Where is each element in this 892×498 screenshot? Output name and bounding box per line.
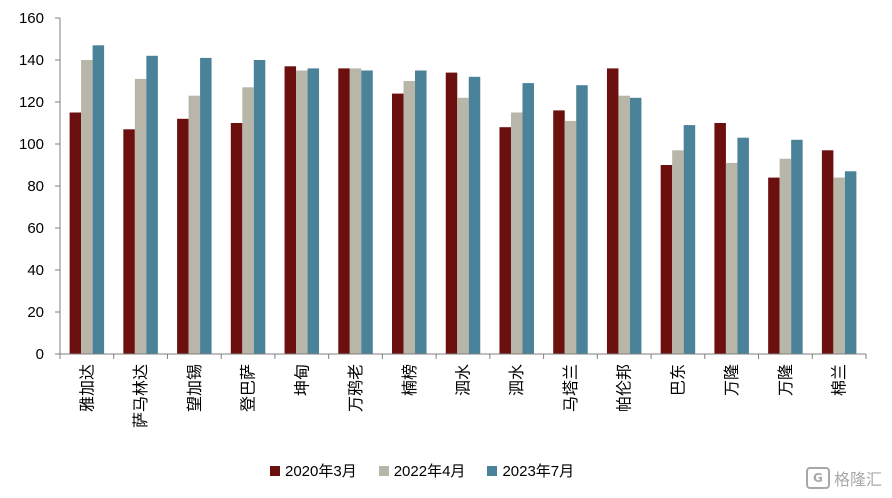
bars <box>69 45 857 355</box>
bar-2 <box>188 95 201 354</box>
bar-1 <box>499 127 511 354</box>
bar-3 <box>200 57 212 355</box>
bar-1 <box>768 177 780 354</box>
legend-item: 2023年7月 <box>487 460 574 481</box>
bar-1 <box>338 68 350 355</box>
y-tick-label: 80 <box>27 178 44 195</box>
bar-1 <box>123 129 135 354</box>
bar-1 <box>821 150 834 354</box>
bar-2 <box>349 68 362 355</box>
bar-3 <box>844 171 857 354</box>
watermark-logo-icon: G <box>805 467 830 489</box>
bar-3 <box>629 97 642 355</box>
bar-2 <box>618 95 630 354</box>
x-category-label: 泗水 <box>507 364 526 396</box>
bar-1 <box>606 68 619 355</box>
x-category-label: 万隆 <box>776 364 795 396</box>
bar-3 <box>92 45 105 355</box>
bar-1 <box>553 110 565 355</box>
bar-2 <box>833 177 845 354</box>
bar-1 <box>392 93 404 354</box>
y-tick-label: 20 <box>27 304 44 321</box>
bar-1 <box>69 112 82 354</box>
legend-label: 2023年7月 <box>502 463 575 480</box>
bar-2 <box>779 158 792 354</box>
x-category-label: 马塔兰 <box>561 364 580 412</box>
legend-item: 2022年4月 <box>378 460 466 481</box>
bar-2 <box>725 162 738 354</box>
bar-2 <box>510 112 523 354</box>
y-tick-label: 160 <box>19 10 44 27</box>
bar-3 <box>415 70 427 354</box>
bar-3 <box>146 55 158 355</box>
bar-3 <box>791 139 803 354</box>
x-category-label: 泗水 <box>454 364 473 396</box>
bar-1 <box>714 123 726 354</box>
y-tick-label: 100 <box>19 136 44 153</box>
x-axis: 雅加达 萨马林达 望加锡 登巴萨 坤甸 万鸦老 楠榜 泗水 泗水 马塔兰 帕伦邦 巴东 万隆 万隆 棉兰 <box>59 353 867 428</box>
x-category-label: 登巴萨 <box>239 364 258 412</box>
bar-3 <box>468 76 481 355</box>
bar-1 <box>230 123 243 354</box>
bar-2 <box>403 81 416 354</box>
bar-3 <box>683 125 696 354</box>
y-tick-label: 40 <box>27 262 44 279</box>
legend-swatch <box>487 465 498 476</box>
bar-2 <box>564 120 577 355</box>
x-category-label: 楠榜 <box>400 364 419 396</box>
bar-3 <box>737 137 749 354</box>
legend-item: 2020年3月 <box>270 460 357 481</box>
bar-1 <box>660 165 673 354</box>
watermark-text: 格隆汇 <box>833 470 882 489</box>
x-category-label: 雅加达 <box>77 364 96 412</box>
bar-2 <box>457 97 469 355</box>
legend-label: 2020年3月 <box>285 463 357 480</box>
bar-2 <box>672 150 684 354</box>
bar-1 <box>177 118 189 354</box>
bar-3 <box>307 68 320 355</box>
legend-swatch <box>378 465 389 476</box>
x-category-label: 棉兰 <box>830 364 849 396</box>
legend: 2020年3月 2022年4月 2023年7月 <box>270 460 574 481</box>
y-tick-label: 0 <box>36 346 44 363</box>
bar-2 <box>242 87 254 355</box>
watermark: G 格隆汇 <box>805 466 882 490</box>
bar-3 <box>576 85 588 354</box>
bar-3 <box>361 70 373 354</box>
y-tick-label: 60 <box>27 220 44 237</box>
x-category-label: 坤甸 <box>292 364 311 396</box>
y-tick-label: 140 <box>19 52 44 69</box>
legend-label: 2022年4月 <box>393 463 466 480</box>
bar-1 <box>284 66 297 355</box>
x-category-label: 望加锡 <box>185 364 204 412</box>
x-category-label: 帕伦邦 <box>615 364 634 412</box>
bar-3 <box>253 60 266 354</box>
x-category-label: 巴东 <box>668 364 687 396</box>
y-axis: 0 20 40 60 80 100 120 140 160 <box>19 10 61 363</box>
bar-3 <box>522 83 534 354</box>
x-category-label: 万隆 <box>722 364 741 396</box>
y-tick-label: 120 <box>19 94 44 111</box>
bar-2 <box>81 60 93 354</box>
bar-2 <box>134 78 147 355</box>
x-category-label: 萨马林达 <box>131 364 150 428</box>
x-category-label: 万鸦老 <box>346 364 365 412</box>
bar-1 <box>445 72 458 354</box>
legend-swatch <box>270 465 280 476</box>
bar-2 <box>296 70 308 354</box>
